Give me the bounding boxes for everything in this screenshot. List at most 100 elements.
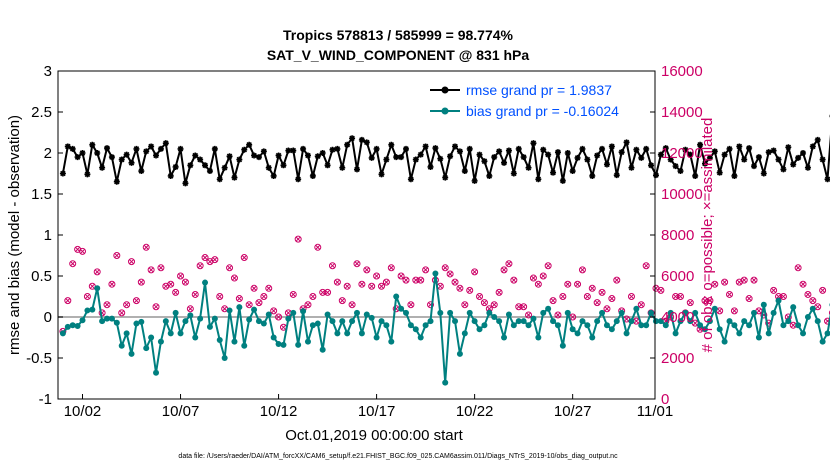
right-axis: 0 2000 4000 6000 8000 10000 12000 14000 16000 [650, 63, 703, 408]
bias-point [442, 379, 449, 386]
obs-count-point [828, 310, 830, 316]
obs-count-point [319, 288, 327, 296]
obs-count-layer [59, 235, 830, 335]
obs-count-point [809, 297, 817, 305]
obs-assimilated-marker [810, 298, 816, 304]
obs-possible-marker [613, 276, 621, 284]
obs-count-point [368, 282, 376, 290]
obs-assimilated-marker [530, 275, 536, 281]
right-tick-label: 6000 [661, 268, 694, 285]
rmse-point [69, 145, 76, 152]
obs-possible-marker [466, 286, 474, 294]
bias-point [711, 305, 718, 312]
obs-assimilated-marker [222, 306, 228, 312]
rmse-point [657, 151, 664, 158]
obs-assimilated-marker [638, 302, 644, 308]
bias-point [594, 318, 601, 325]
rmse-point [746, 145, 753, 152]
rmse-point [731, 172, 738, 179]
rmse-point [407, 176, 414, 183]
obs-possible-marker [549, 297, 557, 305]
obs-assimilated-marker [261, 293, 267, 300]
obs-count-point [412, 276, 420, 284]
rmse-point [466, 145, 473, 152]
rmse-point [540, 146, 547, 153]
obs-assimilated-marker [820, 287, 826, 293]
obs-assimilated-marker [65, 298, 71, 304]
obs-count-point [657, 286, 665, 294]
obs-count-point [64, 297, 72, 305]
obs-possible-marker [147, 266, 155, 274]
obs-possible-marker [422, 266, 430, 274]
rmse-point [535, 176, 542, 183]
obs-count-point [726, 290, 734, 298]
obs-assimilated-marker [398, 273, 404, 279]
obs-count-point [245, 301, 253, 309]
obs-count-point [564, 280, 572, 288]
obs-assimilated-marker [408, 302, 414, 308]
obs-possible-marker [711, 280, 719, 288]
bias-point [452, 318, 459, 325]
obs-assimilated-marker [633, 318, 639, 324]
bias-point [304, 338, 311, 345]
left-tick-label: 1 [44, 227, 52, 244]
obs-possible-marker [289, 290, 297, 298]
obs-possible-marker [83, 293, 91, 300]
bias-point [628, 318, 635, 325]
obs-assimilated-marker [486, 306, 492, 312]
bias-point [388, 338, 395, 345]
obs-possible-marker [598, 288, 606, 296]
bias-point [667, 309, 674, 316]
obs-count-point [613, 276, 621, 284]
obs-possible-marker [123, 301, 131, 309]
obs-possible-marker [819, 286, 827, 294]
obs-count-point [520, 303, 528, 311]
obs-count-point [260, 293, 268, 300]
rmse-point [148, 143, 155, 150]
obs-possible-marker [721, 278, 729, 286]
left-tick-label: -0.5 [26, 350, 52, 367]
obs-count-point [740, 276, 748, 284]
rmse-point [295, 176, 302, 183]
obs-possible-marker [490, 301, 498, 309]
obs-possible-marker [368, 282, 376, 290]
bias-point [687, 318, 694, 325]
obs-count-point [255, 299, 263, 307]
obs-assimilated-marker [153, 304, 159, 310]
obs-count-point [191, 290, 199, 298]
obs-possible-marker [828, 310, 830, 316]
rmse-point [603, 161, 610, 168]
obs-possible-marker [333, 278, 341, 286]
obs-assimilated-marker [94, 269, 100, 275]
obs-assimilated-marker [182, 279, 188, 285]
rmse-point [378, 171, 385, 178]
obs-possible-marker [588, 284, 596, 292]
bias-point [525, 322, 532, 329]
right-tick-label: 16000 [661, 63, 703, 80]
obs-assimilated-marker [535, 281, 541, 287]
obs-possible-marker [510, 276, 518, 284]
obs-assimilated-marker [388, 265, 394, 271]
rmse-point [716, 169, 723, 176]
rmse-point [525, 164, 532, 171]
obs-possible-marker [128, 258, 136, 266]
obs-assimilated-marker [790, 322, 796, 328]
rmse-point [260, 148, 267, 155]
obs-count-point [93, 268, 101, 276]
rmse-point [221, 164, 228, 171]
bias-point [741, 318, 748, 325]
obs-possible-marker [196, 262, 204, 270]
bias-point [211, 315, 218, 322]
rmse-point [638, 154, 645, 161]
obs-assimilated-marker [697, 326, 703, 332]
obs-assimilated-marker [614, 277, 620, 283]
rmse-point [682, 146, 689, 153]
obs-count-point [172, 288, 180, 296]
obs-count-point [348, 301, 356, 309]
obs-count-point [490, 301, 498, 309]
bias-point [236, 304, 243, 311]
obs-assimilated-marker [565, 281, 571, 287]
bias-point [692, 309, 699, 316]
obs-assimilated-marker [800, 281, 806, 287]
bias-point [172, 309, 179, 316]
